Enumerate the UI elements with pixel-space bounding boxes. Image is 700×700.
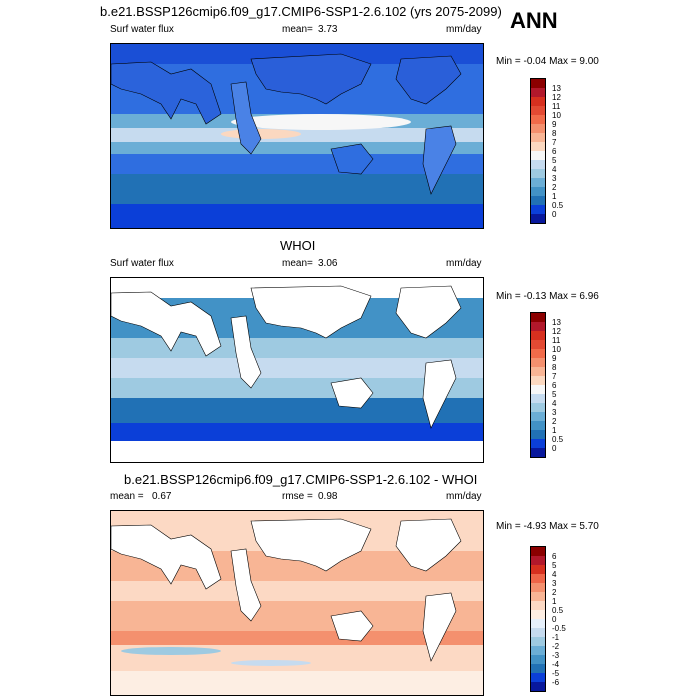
colorbar-tick: 1 <box>552 426 557 435</box>
panel1-mean-label: mean= <box>282 24 313 35</box>
panel3-colorbar <box>530 546 546 692</box>
panel3-units: mm/day <box>446 491 482 502</box>
colorbar-tick: 7 <box>552 372 557 381</box>
colorbar-tick: -3 <box>552 651 560 660</box>
colorbar-tick: -0.5 <box>552 624 566 633</box>
panel2-colorbar <box>530 312 546 458</box>
panel3-rmse-value: 0.98 <box>318 491 338 502</box>
colorbar-tick: 2 <box>552 588 557 597</box>
colorbar-tick: 0.5 <box>552 201 564 210</box>
panel1-mean-value: 3.73 <box>318 24 338 35</box>
colorbar-tick: 0 <box>552 615 557 624</box>
panel3-title: b.e21.BSSP126cmip6.f09_g17.CMIP6-SSP1-2.… <box>124 472 478 487</box>
colorbar-tick: 0.5 <box>552 606 564 615</box>
colorbar-tick: 13 <box>552 84 561 93</box>
colorbar-tick: -2 <box>552 642 560 651</box>
colorbar-tick: -1 <box>552 633 560 642</box>
colorbar-tick: 4 <box>552 399 557 408</box>
colorbar-tick: 0.5 <box>552 435 564 444</box>
panel2-mean-label: mean= <box>282 258 313 269</box>
colorbar-tick: 7 <box>552 138 557 147</box>
colorbar-tick: 0 <box>552 444 557 453</box>
panel2-units: mm/day <box>446 258 482 269</box>
panel3-rmse-label: rmse = <box>282 491 313 502</box>
colorbar-tick: 4 <box>552 165 557 174</box>
colorbar-tick: 9 <box>552 120 557 129</box>
colorbar-tick: 13 <box>552 318 561 327</box>
colorbar-tick: 1 <box>552 597 557 606</box>
colorbar-tick: 0 <box>552 210 557 219</box>
colorbar-tick: 12 <box>552 327 561 336</box>
panel2-variable: Surf water flux <box>110 258 174 269</box>
panel2-map <box>110 277 484 463</box>
colorbar-tick: 11 <box>552 102 561 111</box>
colorbar-tick: 8 <box>552 129 557 138</box>
colorbar-tick: 5 <box>552 156 557 165</box>
panel1-variable: Surf water flux <box>110 24 174 35</box>
colorbar-tick: -6 <box>552 678 560 687</box>
colorbar-tick: -4 <box>552 660 560 669</box>
colorbar-tick: 4 <box>552 570 557 579</box>
colorbar-tick: 3 <box>552 174 557 183</box>
colorbar-tick: 2 <box>552 183 557 192</box>
panel1-map <box>110 43 484 229</box>
colorbar-tick: 3 <box>552 579 557 588</box>
colorbar-tick: 11 <box>552 336 561 345</box>
panel1-title: b.e21.BSSP126cmip6.f09_g17.CMIP6-SSP1-2.… <box>100 4 502 19</box>
panel1-colorbar <box>530 78 546 224</box>
colorbar-tick: 5 <box>552 561 557 570</box>
panel3-minmax: Min = -4.93 Max = 5.70 <box>496 521 599 532</box>
colorbar-tick: 2 <box>552 417 557 426</box>
panel2-title: WHOI <box>280 238 316 253</box>
colorbar-tick: 10 <box>552 111 561 120</box>
colorbar-tick: 3 <box>552 408 557 417</box>
panel3-mean-label: mean = <box>110 491 144 502</box>
colorbar-tick: 9 <box>552 354 557 363</box>
colorbar-tick: -5 <box>552 669 560 678</box>
colorbar-tick: 6 <box>552 147 557 156</box>
panel1-minmax: Min = -0.04 Max = 9.00 <box>496 56 599 67</box>
panel2-minmax: Min = -0.13 Max = 6.96 <box>496 291 599 302</box>
panel1-units: mm/day <box>446 24 482 35</box>
panel3-map <box>110 510 484 696</box>
colorbar-tick: 12 <box>552 93 561 102</box>
colorbar-tick: 8 <box>552 363 557 372</box>
panel3-mean-value: 0.67 <box>152 491 172 502</box>
colorbar-tick: 1 <box>552 192 557 201</box>
colorbar-tick: 10 <box>552 345 561 354</box>
panel2-mean-value: 3.06 <box>318 258 338 269</box>
colorbar-tick: 6 <box>552 381 557 390</box>
season-label: ANN <box>510 8 558 33</box>
colorbar-tick: 6 <box>552 552 557 561</box>
colorbar-tick: 5 <box>552 390 557 399</box>
